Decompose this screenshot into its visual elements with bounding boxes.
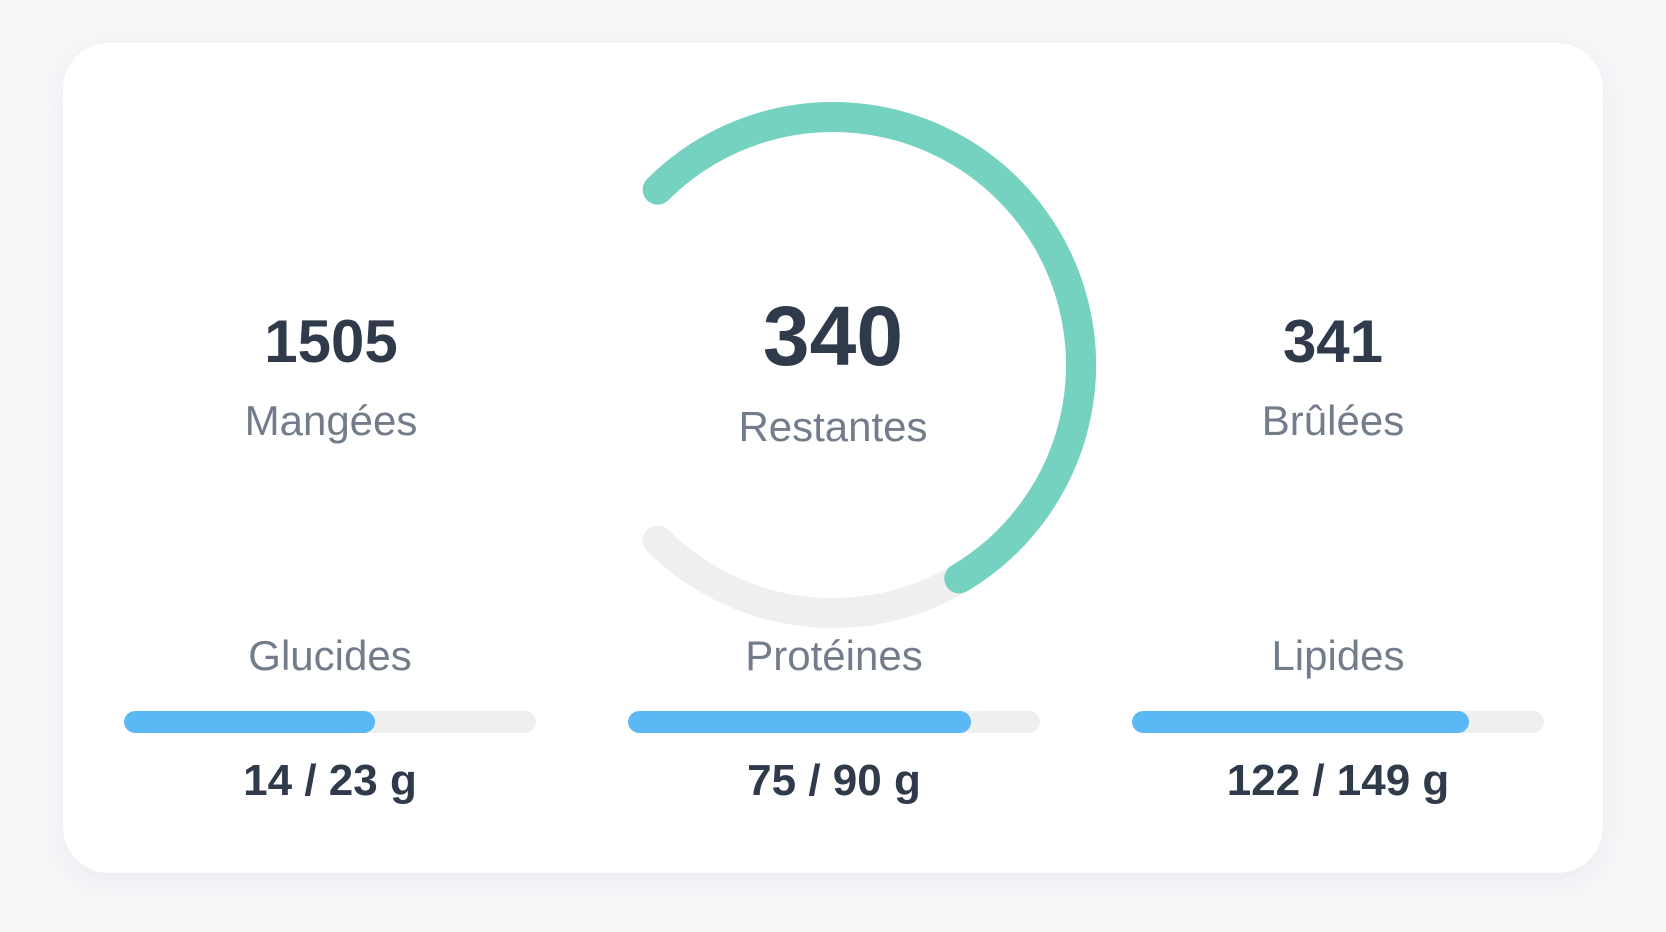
macro-fat: Lipides 122 / 149 g: [1132, 635, 1544, 803]
macro-protein-label: Protéines: [745, 632, 923, 679]
macro-carbs-amount: 14 / 23 g: [243, 756, 417, 805]
remaining-stat: 340 Restantes: [623, 294, 1043, 448]
macro-carbs: Glucides 14 / 23 g: [124, 635, 536, 803]
macro-carbs-progress-track: [124, 711, 536, 733]
macro-fat-amount: 122 / 149 g: [1226, 756, 1450, 805]
burned-stat: 341 Brûlées: [1123, 312, 1543, 442]
burned-calories-value: 341: [1282, 308, 1384, 375]
macro-protein-progress-track: [628, 711, 1040, 733]
macro-protein: Protéines 75 / 90 g: [628, 635, 1040, 803]
eaten-stat: 1505 Mangées: [121, 312, 541, 442]
macro-fat-progress-track: [1132, 711, 1544, 733]
remaining-calories-value: 340: [762, 289, 904, 383]
macro-carbs-progress-fill: [124, 711, 375, 733]
eaten-calories-label: Mangées: [244, 397, 418, 444]
macro-fat-label: Lipides: [1271, 632, 1405, 679]
macro-carbs-label: Glucides: [248, 632, 412, 679]
burned-calories-label: Brûlées: [1261, 397, 1405, 444]
macro-fat-progress-fill: [1132, 711, 1470, 733]
macro-protein-progress-fill: [628, 711, 972, 733]
remaining-calories-label: Restantes: [738, 403, 928, 450]
macro-protein-amount: 75 / 90 g: [747, 756, 921, 805]
eaten-calories-value: 1505: [264, 308, 398, 375]
